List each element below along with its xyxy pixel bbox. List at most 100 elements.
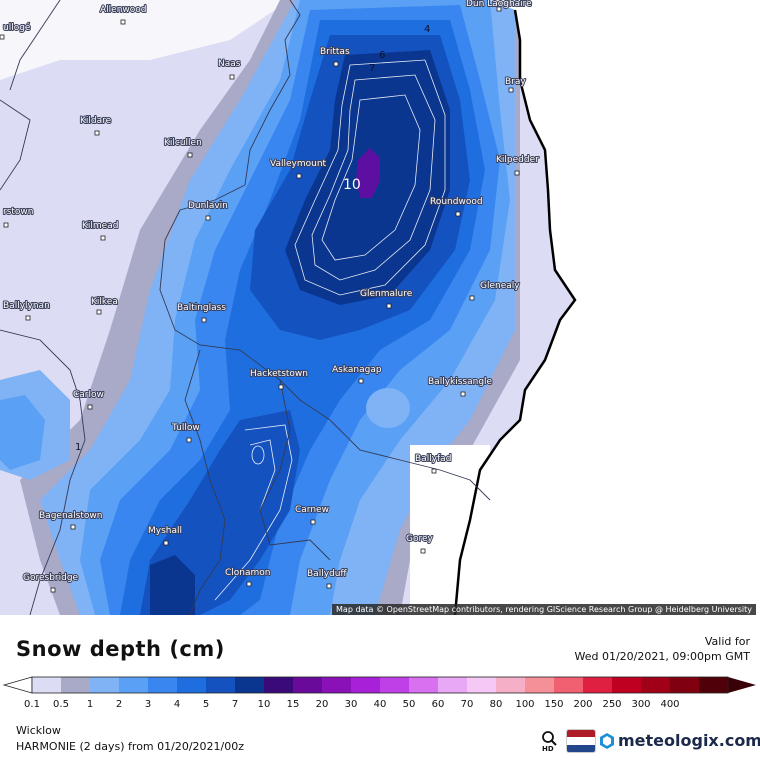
town-marker: [187, 152, 193, 158]
town-marker: [278, 384, 284, 390]
town-marker: [205, 215, 211, 221]
colorbar-tick-label: 30: [345, 699, 358, 710]
colorbar-tick-label: 80: [490, 699, 503, 710]
colorbar-swatch: [699, 677, 729, 693]
coastline: [453, 9, 577, 615]
colorbar-tick-label: 4: [174, 699, 180, 710]
town-label: Ballyduff: [307, 569, 347, 579]
town-marker: [87, 404, 93, 410]
colorbar-tick-label: 250: [602, 699, 621, 710]
town-label: Roundwood: [430, 197, 483, 207]
colorbar-tick-label: 100: [515, 699, 534, 710]
colorbar-tick-label: 150: [544, 699, 563, 710]
town-marker: [3, 222, 9, 228]
town-marker: [25, 315, 31, 321]
no-data-patch: [410, 445, 490, 615]
town-label: Carnew: [295, 505, 329, 515]
town-marker: [201, 317, 207, 323]
colorbar-tick-label: 400: [660, 699, 679, 710]
town-label: Ballykissangle: [428, 377, 493, 387]
colorbar-swatch: [467, 677, 497, 693]
colorbar-tick-label: 40: [374, 699, 387, 710]
colorbar-tick-label: 20: [316, 699, 329, 710]
colorbar-tick-label: 0.1: [24, 699, 40, 710]
netherlands-flag-icon: [566, 729, 596, 753]
colorbar-tick-label: 70: [461, 699, 474, 710]
town-label: Ballylynan: [3, 301, 50, 311]
contour-label: 1: [75, 442, 81, 453]
meteologix-logo-icon: [600, 732, 614, 749]
colorbar-tick-label: 200: [573, 699, 592, 710]
colorbar-swatch: [380, 677, 410, 693]
town-marker: [96, 309, 102, 315]
town-marker: [460, 391, 466, 397]
snow-band-7-south: [150, 555, 195, 615]
colorbar-swatch: [351, 677, 381, 693]
town-marker: [50, 587, 56, 593]
town-marker: [94, 130, 100, 136]
colorbar-tick-label: 3: [145, 699, 151, 710]
town-label: Kilpedder: [496, 155, 539, 165]
town-marker: [455, 211, 461, 217]
town-marker: [310, 519, 316, 525]
town-marker: [508, 87, 514, 93]
snow-band-10: [356, 148, 380, 198]
town-label: Myshall: [148, 526, 182, 536]
snow-blob: [366, 388, 410, 428]
colorbar-tick-label: 15: [287, 699, 300, 710]
town-label: Valleymount: [270, 159, 327, 169]
sea: [455, 0, 760, 615]
town-marker: [70, 524, 76, 530]
snow-depth-map[interactable]: Allenwood Dún Laoghaire ullogé Naas Brittas B…: [0, 0, 760, 615]
town-marker: [326, 583, 332, 589]
town-label: Glenmalure: [360, 289, 413, 299]
colorbar-swatch: [264, 677, 294, 693]
colorbar-swatch: [525, 677, 555, 693]
town-label: Baltinglass: [177, 303, 226, 313]
colorbar-swatch: [670, 677, 700, 693]
town-marker: [0, 34, 5, 40]
legend-title: Snow depth (cm): [16, 637, 225, 661]
contour-lines: [214, 59, 446, 601]
town-markers: Allenwood Dún Laoghaire ullogé Naas Brittas B…: [0, 0, 540, 593]
colorbar-tick-label: 60: [432, 699, 445, 710]
contour-label: 6: [379, 50, 385, 61]
colorbar-tick-label: 2: [116, 699, 122, 710]
colorbar-swatch: [235, 677, 265, 693]
brand-logo[interactable]: meteologix.com: [600, 731, 760, 750]
colorbar-left-arrow: [2, 676, 33, 694]
svg-text:HD: HD: [542, 745, 554, 752]
colorbar-swatch: [554, 677, 584, 693]
town-label: Clonamon: [225, 568, 271, 578]
town-label: Allenwood: [100, 5, 147, 15]
region-name: Wicklow: [16, 724, 61, 737]
hd-zoom-icon[interactable]: HD: [540, 730, 558, 752]
colorbar-swatch: [177, 677, 207, 693]
town-label: Bagenalstown: [39, 511, 102, 521]
colorbar-tick-label: 1: [87, 699, 93, 710]
town-label: Kilkea: [91, 297, 118, 307]
colorbar-swatch: [438, 677, 468, 693]
town-marker: [246, 581, 252, 587]
town-marker: [333, 61, 339, 67]
colorbar-swatch: [206, 677, 236, 693]
town-label: Askanagap: [332, 365, 382, 375]
town-marker: [358, 378, 364, 384]
town-marker: [296, 173, 302, 179]
town-marker: [431, 468, 437, 474]
map-attribution: Map data © OpenStreetMap contributors, r…: [332, 604, 756, 615]
town-label: Hacketstown: [250, 369, 308, 379]
town-label: Glenealy: [480, 281, 520, 291]
colorbar-swatch: [496, 677, 526, 693]
colorbar-tick-label: 0.5: [53, 699, 69, 710]
town-marker: [496, 6, 502, 12]
colorbar-tick-label: 5: [203, 699, 209, 710]
colorbar-swatch: [612, 677, 642, 693]
colorbar-swatch: [90, 677, 120, 693]
color-scale-bar: 0.1 0.5 1 2 3 4 5 7 10 15 20 30 40 50 60 70 80 100 150 200 2…: [2, 676, 756, 710]
contour-label: 4: [424, 24, 430, 35]
brand-name: meteologix.com: [618, 731, 760, 750]
colorbar-swatch: [409, 677, 439, 693]
colorbar-tick-label: 10: [258, 699, 271, 710]
town-marker: [163, 540, 169, 546]
